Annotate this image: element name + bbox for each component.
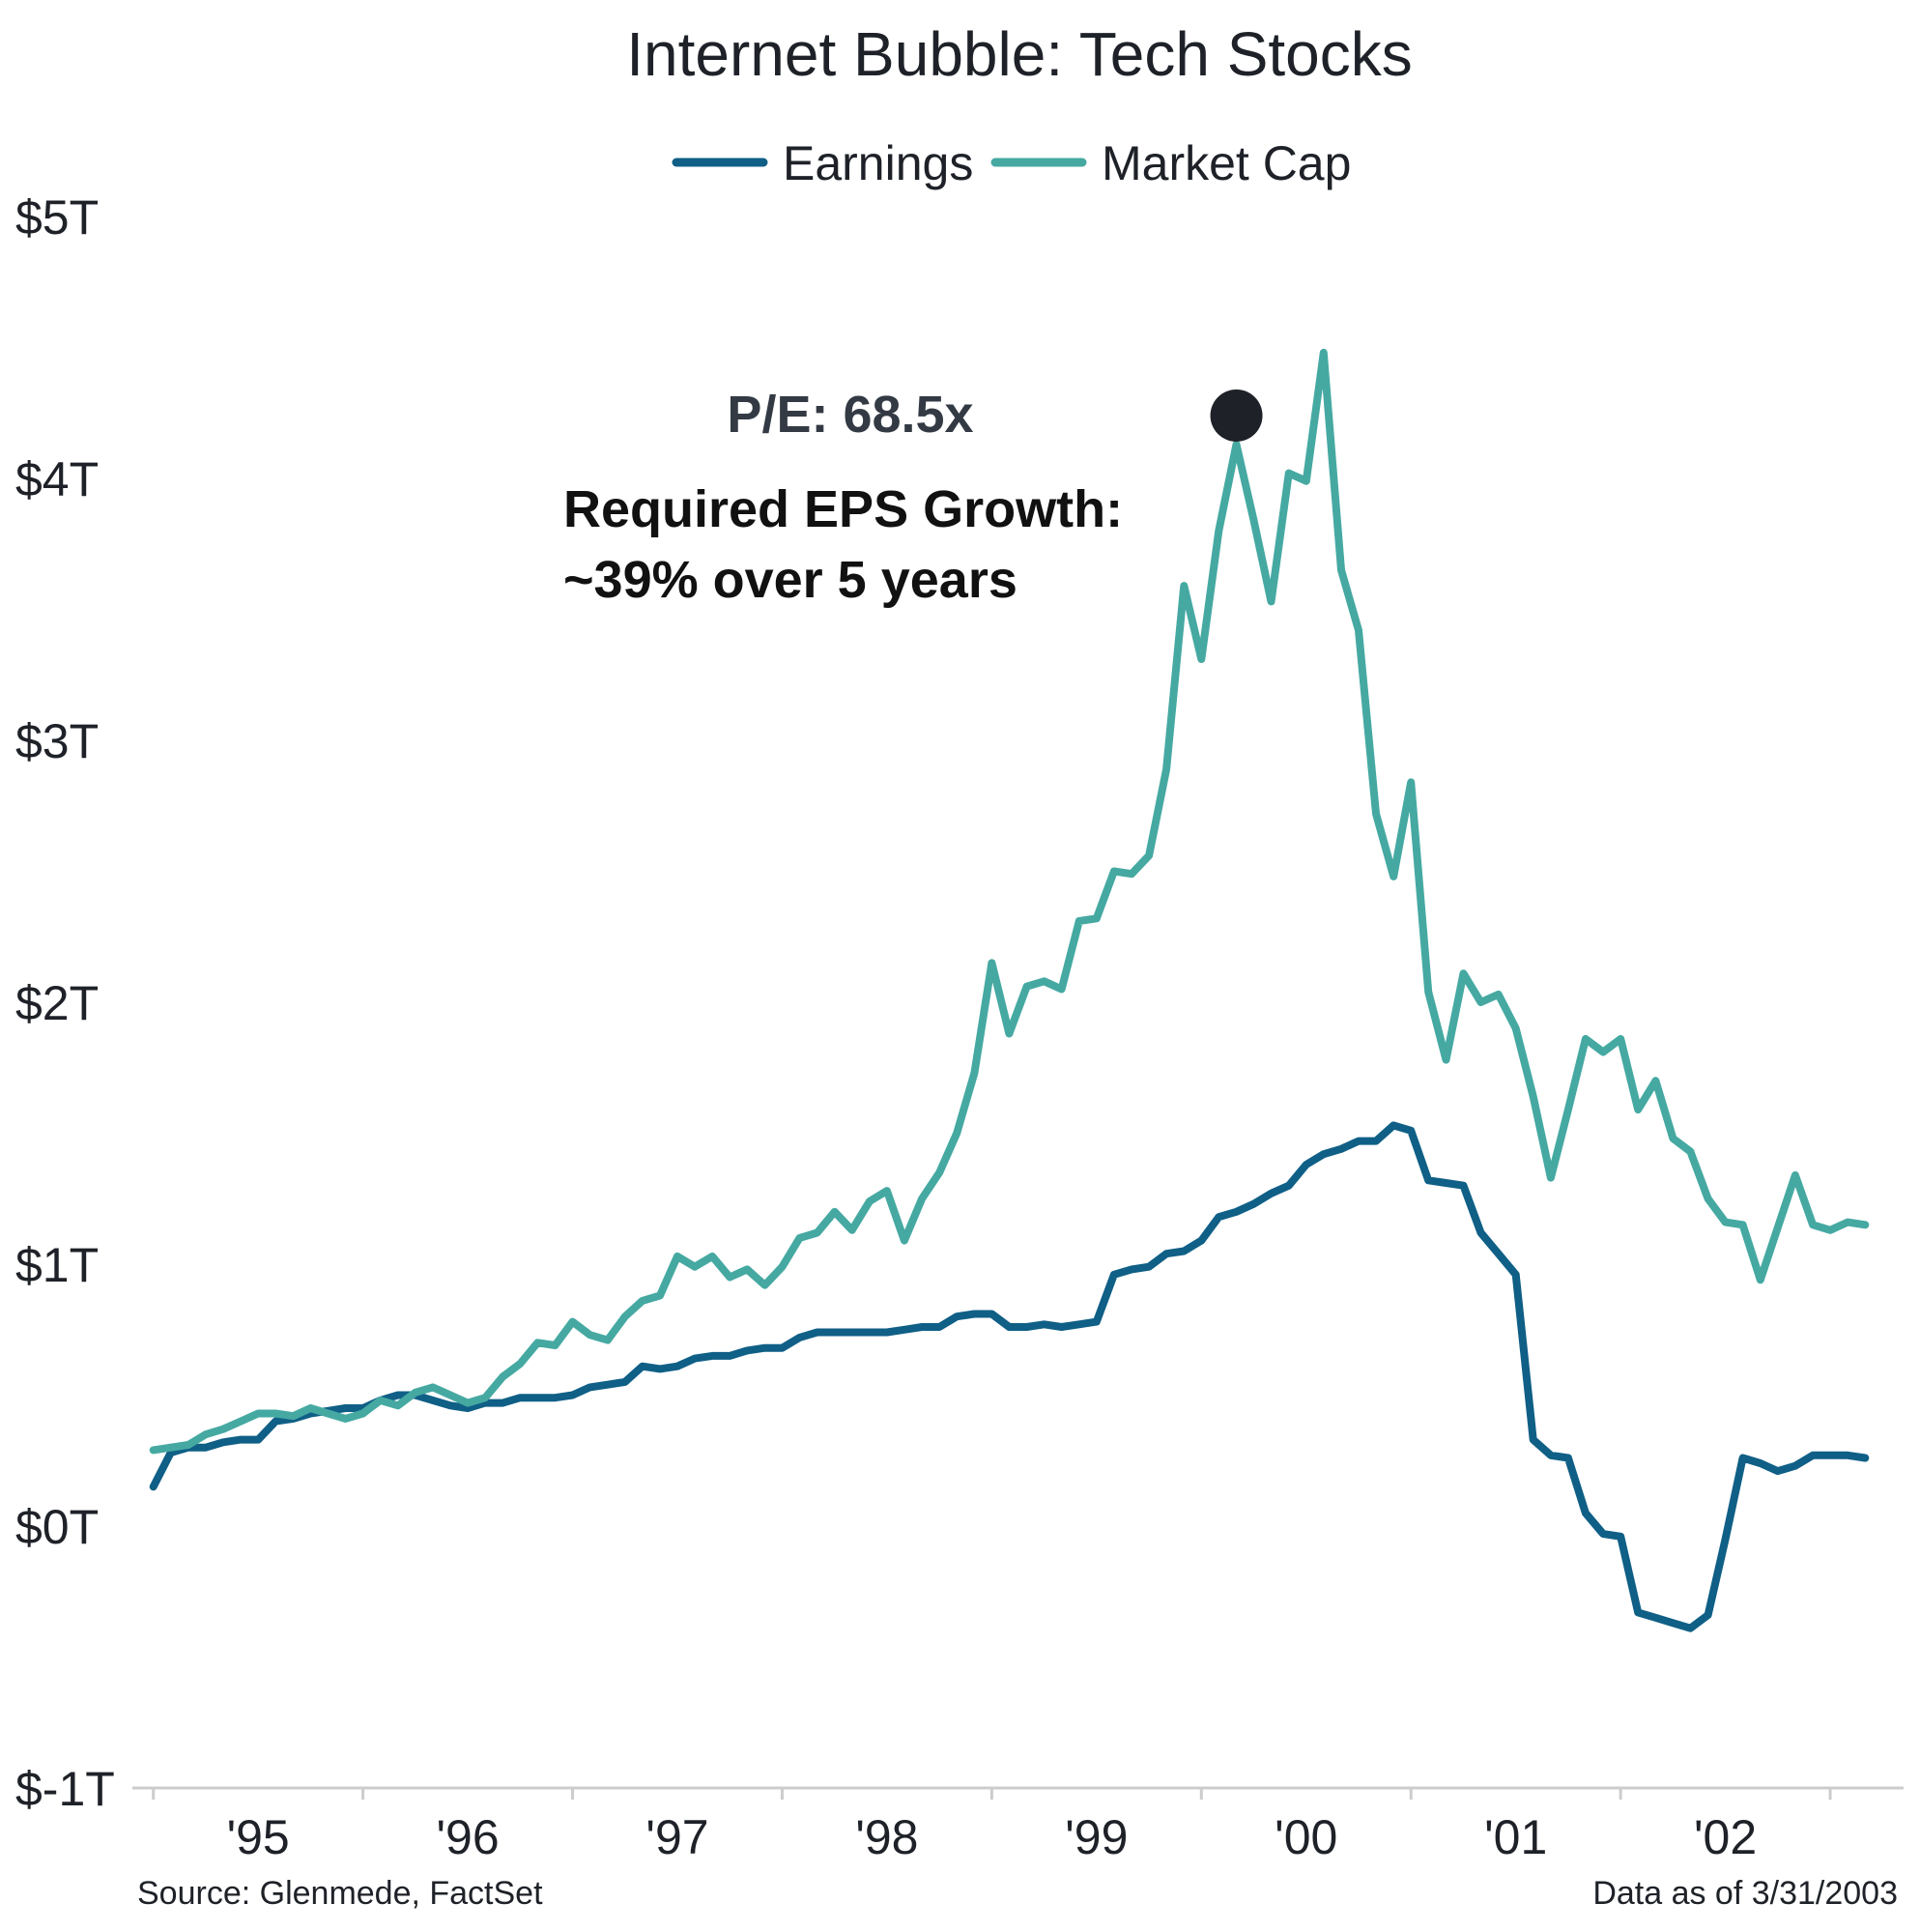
x-tick-label: '96 [436,1810,499,1864]
x-tick-label: '02 [1694,1810,1757,1864]
plot-lines [149,348,1870,1632]
y-axis-ticks: $-1T $0T $1T $2T $3T $4T $5T [15,190,115,1816]
x-axis: '95 '96 '97 '98 '99 '00 '01 '02 [132,1786,1904,1864]
pe-annotation: P/E: 68.5x [727,386,973,444]
x-tick-label: '00 [1275,1810,1337,1864]
y-tick-label: $2T [15,976,99,1030]
source-note: Source: Glenmede, FactSet [137,1875,543,1912]
y-tick-label: $0T [15,1500,99,1554]
peak-marker [1210,389,1263,442]
y-tick-label: $3T [15,714,99,768]
y-tick-label: $1T [15,1238,99,1292]
x-tick-label: '99 [1065,1810,1128,1864]
legend-label-earnings: Earnings [783,136,973,190]
legend: Earnings Market Cap [672,136,1351,190]
y-tick-label: $4T [15,452,99,506]
x-tick-label: '98 [855,1810,918,1864]
earnings-line [149,1121,1870,1632]
legend-label-market-cap: Market Cap [1102,136,1351,190]
eps-growth-annotation-line1: Required EPS Growth: [563,480,1123,538]
chart-title: Internet Bubble: Tech Stocks [626,19,1413,89]
eps-growth-annotation-line2: ~39% over 5 years [563,551,1017,609]
x-tick-label: '01 [1484,1810,1547,1864]
market-cap-line [149,348,1870,1455]
data-date-note: Data as of 3/31/2003 [1592,1875,1898,1912]
y-tick-label: $5T [15,190,99,245]
x-tick-label: '97 [645,1810,708,1864]
y-tick-label: $-1T [15,1762,115,1816]
x-tick-label: '95 [227,1810,290,1864]
